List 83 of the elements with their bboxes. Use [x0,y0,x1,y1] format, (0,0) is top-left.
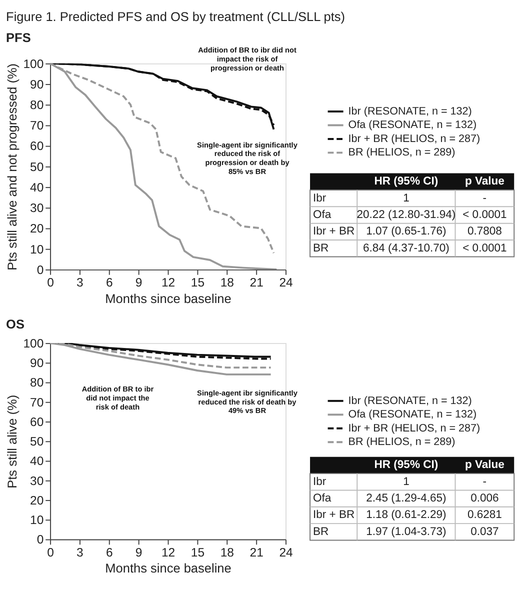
legend-label: BR (HELIOS, n = 289) [348,146,456,159]
x-tick-label: 12 [161,545,176,560]
legend-label: Ibr + BR (HELIOS, n = 287) [348,422,480,434]
text: < 0.0001 [462,242,507,254]
text: - [482,192,487,204]
y-tick-label: 90 [30,356,44,370]
x-tick-label: 15 [190,276,205,290]
x-axis-title: Months since baseline [105,290,232,306]
y-tick-label: 100 [23,56,44,71]
text: Ofa [312,492,332,504]
text: 2.45 (1.29-4.65) [366,492,447,504]
y-tick-label: 60 [30,414,44,429]
y-tick-label: 20 [30,493,44,508]
y-axis-title: Pts still alive (%) [4,394,20,488]
legend-label: Ofa (RESONATE, n = 132) [348,408,477,421]
y-tick-label: 20 [30,222,44,236]
text: Ibr [312,476,326,488]
y-tick-label: 70 [30,118,44,133]
text: < 0.0001 [462,208,507,221]
x-tick-label: 21 [250,276,264,290]
y-tick-label: 50 [30,434,44,449]
text: HR (95% CI) [374,459,438,472]
text: 0.6281 [467,509,502,522]
y-tick-label: 10 [30,242,44,256]
text: 1 [403,192,410,204]
text: 0.006 [470,492,499,504]
y-tick-label: 90 [30,77,44,92]
y-tick-label: 100 [23,336,44,350]
x-tick-label: 9 [135,545,142,560]
y-tick-label: 70 [30,395,44,410]
x-tick-label: 18 [220,545,234,560]
chart-subtitle: PFS [6,30,31,45]
legend-label: Ibr (RESONATE, n = 132) [348,105,472,118]
x-tick-label: 3 [76,276,84,290]
legend-label: Ibr (RESONATE, n = 132) [348,394,472,407]
y-tick-label: 0 [36,262,44,277]
x-tick-label: 21 [250,545,264,560]
text: p Value [464,176,504,188]
y-tick-label: 0 [36,532,44,547]
y-tick-label: 80 [30,376,44,390]
x-tick-label: 9 [135,276,142,290]
text: BR [312,526,329,538]
x-axis-title: Months since baseline [105,560,232,576]
x-tick-label: 12 [161,276,176,290]
text: Ibr [312,192,326,204]
text: p Value [464,459,504,472]
y-tick-label: 40 [30,454,44,468]
text: 1.97 (1.04-3.73) [366,526,447,538]
text: 1 [403,476,410,488]
x-tick-label: 0 [47,545,54,560]
x-tick-label: 3 [76,545,84,560]
x-tick-label: 6 [106,545,113,560]
x-tick-label: 18 [220,276,234,290]
text: HR (95% CI) [374,176,438,188]
y-tick-label: 60 [30,139,44,154]
text: 0.037 [470,526,499,538]
text: Ibr + BR [312,226,355,238]
y-tick-label: 50 [30,160,44,174]
text: 1.07 (0.65-1.76) [366,226,447,238]
text: Ibr + BR [312,509,355,522]
text: Ofa [312,208,332,221]
legend-label: Ibr + BR (HELIOS, n = 287) [348,132,480,145]
chart-title: OS [6,316,24,332]
text: 20.22 (12.80-31.94) [356,208,456,221]
x-tick-label: 15 [190,545,205,560]
text: 1.18 (0.61-2.29) [366,509,447,522]
text: 0.7808 [467,226,502,238]
y-tick-label: 30 [30,474,44,488]
y-axis-title: Pts still alive and not progressed (%) [4,63,20,270]
x-tick-label: 24 [279,545,293,560]
y-tick-label: 10 [30,513,44,528]
chart-title: Figure 1. Predicted PFS and OS by treatment (CLL/SLL pts) [6,9,346,24]
x-tick-label: 24 [279,276,293,290]
y-tick-label: 30 [30,201,44,216]
y-tick-label: 40 [30,180,44,194]
text: - [482,476,487,488]
text: 6.84 (4.37-10.70) [362,242,450,254]
x-tick-label: 0 [47,276,54,290]
y-tick-label: 80 [30,98,44,112]
legend-label: BR (HELIOS, n = 289) [348,436,456,448]
x-tick-label: 6 [106,276,113,290]
legend-label: Ofa (RESONATE, n = 132) [348,119,477,132]
text: BR [312,242,329,254]
